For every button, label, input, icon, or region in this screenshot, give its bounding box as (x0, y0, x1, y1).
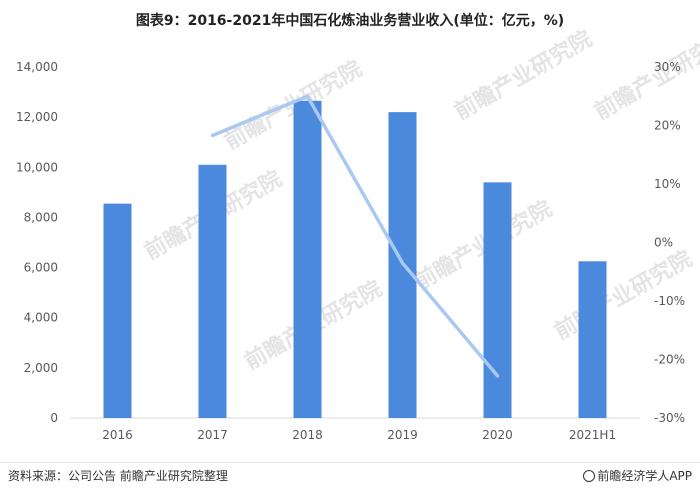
y-left-tick-label: 14,000 (16, 60, 58, 74)
bar (483, 182, 512, 418)
x-tick-label: 2016 (102, 428, 133, 442)
footer: 资料来源：公司公告 前瞻产业研究院整理 前瞻经济学人APP (0, 462, 700, 495)
y-left-tick-label: 8,000 (24, 210, 58, 224)
watermark-0: 前瞻产业研究院 (220, 56, 366, 156)
chart-title: 图表9：2016-2021年中国石化炼油业务营业收入(单位：亿元，%) (135, 13, 565, 29)
x-tick-label: 2020 (482, 428, 513, 442)
brand-label: 前瞻经济学人APP (583, 467, 692, 484)
y-left-tick-label: 10,000 (16, 160, 58, 174)
y-right-tick-label: 10% (654, 177, 681, 191)
y-left-tick-label: 0 (50, 411, 58, 425)
bar (103, 203, 132, 418)
y-left-tick-label: 12,000 (16, 110, 58, 124)
y-right-tick-label: -30% (654, 411, 685, 425)
x-tick-label: 2019 (387, 428, 418, 442)
y-right-tick-label: 20% (654, 119, 681, 133)
watermark-3: 前瞻产业研究院 (410, 196, 556, 296)
chart: 前瞻产业研究院前瞻产业研究院前瞻产业研究院前瞻产业研究院前瞻产业研究院前瞻产业研… (16, 26, 700, 442)
brand-logo-icon (583, 470, 596, 482)
y-right-tick-label: -10% (654, 294, 685, 308)
bar (293, 100, 322, 418)
bar (198, 164, 227, 418)
y-left-tick-label: 2,000 (24, 361, 58, 375)
x-tick-label: 2021H1 (569, 428, 616, 442)
brand-text: 前瞻经济学人APP (597, 469, 692, 483)
watermark-6: 前瞻产业研究院 (590, 26, 700, 126)
bar (578, 261, 607, 418)
y-right-tick-label: 0% (654, 236, 673, 250)
y-right-tick-label: 30% (654, 60, 681, 74)
y-left-tick-label: 4,000 (24, 311, 58, 325)
y-left-tick-label: 6,000 (24, 261, 58, 275)
x-tick-label: 2018 (292, 428, 323, 442)
x-tick-label: 2017 (197, 428, 228, 442)
watermark-1: 前瞻产业研究院 (450, 26, 596, 126)
y-right-tick-label: -20% (654, 353, 685, 367)
growth-line (210, 94, 500, 378)
source-text: 资料来源：公司公告 前瞻产业研究院整理 (8, 469, 228, 483)
